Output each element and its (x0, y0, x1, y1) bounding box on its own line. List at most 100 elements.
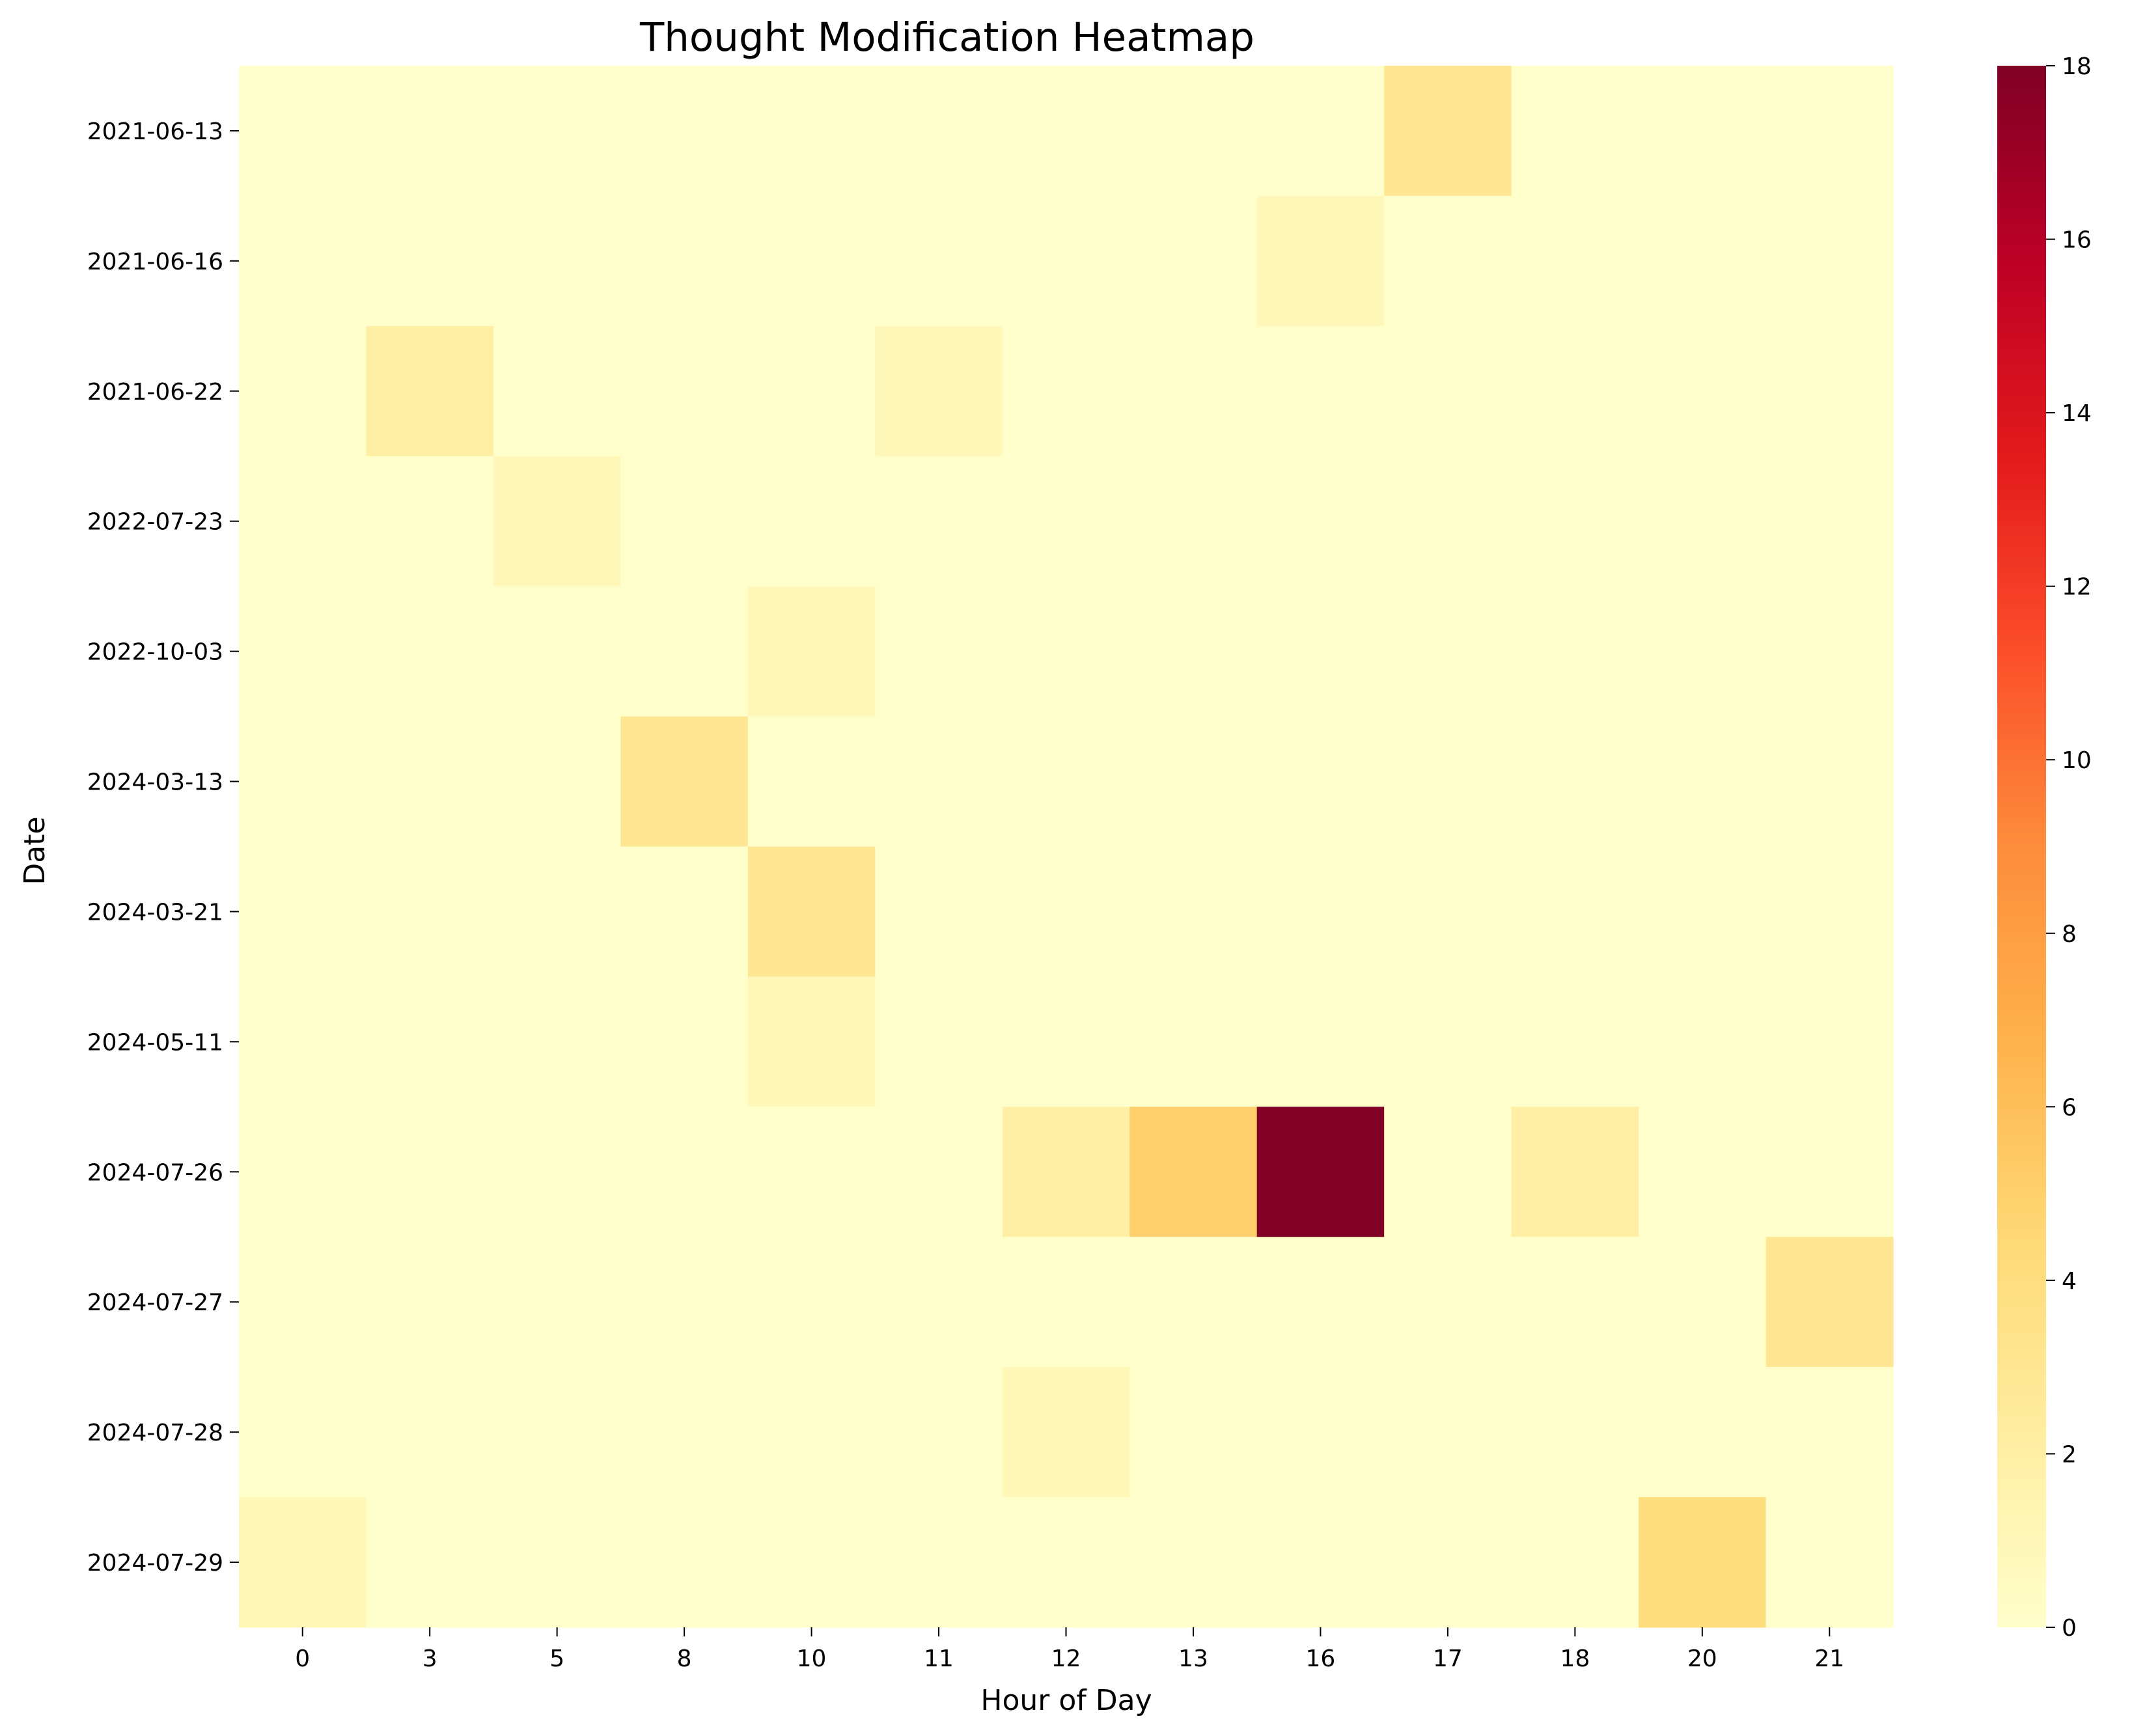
heatmap-cell (620, 716, 749, 847)
heatmap-cell (1511, 586, 1639, 717)
heatmap-cell (1511, 1237, 1639, 1368)
heatmap-cell (1511, 456, 1639, 587)
heatmap-cell (620, 976, 749, 1107)
colorbar: 0 2 4 6 8 10 12 14 16 18 (1997, 53, 2092, 1642)
heatmap-cell (1511, 195, 1639, 327)
heatmap-cell (493, 586, 621, 717)
heatmap-cell (620, 456, 749, 587)
heatmap-cell (1256, 1497, 1385, 1628)
heatmap-cell (1002, 586, 1130, 717)
heatmap-cell (1002, 66, 1130, 197)
heatmap-cell (1639, 456, 1767, 587)
heatmap-cell (1766, 1497, 1894, 1628)
y-tick-label: 2024-07-28 (87, 1420, 223, 1446)
colorbar-tick-label: 14 (2062, 400, 2092, 427)
chart-title: Thought Modification Heatmap (639, 14, 1254, 61)
heatmap-cell (239, 456, 367, 587)
heatmap-cell (366, 846, 494, 978)
x-tick-label: 21 (1814, 1646, 1844, 1672)
x-tick-label: 3 (422, 1646, 437, 1672)
heatmap-cell (620, 66, 749, 197)
heatmap-cell (493, 325, 621, 457)
heatmap-cell (1256, 846, 1385, 978)
x-tick-label: 8 (677, 1646, 692, 1672)
y-tick-label: 2024-03-13 (87, 769, 223, 796)
x-tick-label: 11 (924, 1646, 954, 1672)
heatmap-cell (1639, 195, 1767, 327)
heatmap-cell (239, 976, 367, 1107)
heatmap-cell (747, 976, 876, 1107)
heatmap-cell (1639, 1497, 1767, 1628)
heatmap-cell (747, 325, 876, 457)
heatmap-cell (1384, 1237, 1512, 1368)
heatmap-cell (1639, 976, 1767, 1107)
heatmap-cell (747, 1237, 876, 1368)
heatmap-cell (1256, 976, 1385, 1107)
heatmap-cell (1639, 716, 1767, 847)
x-tick-label: 5 (549, 1646, 564, 1672)
heatmap-cell (1256, 716, 1385, 847)
heatmap-cell (1129, 1237, 1258, 1368)
heatmap-cell (1129, 195, 1258, 327)
heatmap-cell (1256, 456, 1385, 587)
heatmap-cell (747, 716, 876, 847)
x-tick-label: 0 (295, 1646, 310, 1672)
x-tick-label: 20 (1687, 1646, 1717, 1672)
heatmap-cell (366, 1497, 494, 1628)
colorbar-gradient (1997, 66, 2046, 1627)
heatmap-cell (1002, 976, 1130, 1107)
heatmap-cell (875, 1107, 1003, 1237)
heatmap-cell (1639, 586, 1767, 717)
heatmap-cell (239, 846, 367, 978)
heatmap-cell (1129, 716, 1258, 847)
heatmap-cell (1766, 586, 1894, 717)
heatmap-cell (1256, 325, 1385, 457)
y-tick-label: 2024-07-27 (87, 1289, 223, 1316)
heatmap-cell (1002, 456, 1130, 587)
heatmap-cell (875, 325, 1003, 457)
heatmap-cell (620, 1497, 749, 1628)
colorbar-tick-label: 0 (2062, 1615, 2077, 1642)
heatmap-cell (1766, 976, 1894, 1107)
heatmap-cell (493, 1497, 621, 1628)
heatmap-cell (1129, 1367, 1258, 1498)
heatmap-cell (493, 456, 621, 587)
heatmap-cell (1384, 1497, 1512, 1628)
y-axis: 2021-06-13 2021-06-16 2021-06-22 2022-07-23… (87, 118, 239, 1577)
heatmap-cell (747, 456, 876, 587)
x-tick-label: 17 (1433, 1646, 1463, 1672)
heatmap-cell (1384, 1367, 1512, 1498)
heatmap-cell (1256, 1107, 1385, 1237)
heatmap-cell (493, 976, 621, 1107)
heatmap-cell (747, 1367, 876, 1498)
heatmap-cell (1384, 586, 1512, 717)
y-tick-label: 2024-07-26 (87, 1159, 223, 1186)
heatmap-cell (747, 195, 876, 327)
heatmap-cell (1256, 586, 1385, 717)
x-tick-label: 13 (1178, 1646, 1208, 1672)
heatmap-cell (1129, 976, 1258, 1107)
heatmap-cell (620, 846, 749, 978)
heatmap-cell (1511, 1367, 1639, 1498)
heatmap-cell (1002, 1367, 1130, 1498)
x-axis-label: Hour of Day (980, 1684, 1152, 1717)
heatmap-cell (1766, 716, 1894, 847)
y-tick-label: 2024-03-21 (87, 899, 223, 926)
heatmap-cell (875, 1497, 1003, 1628)
heatmap-cell (1639, 325, 1767, 457)
colorbar-tick-label: 6 (2062, 1094, 2077, 1121)
y-tick-label: 2024-05-11 (87, 1029, 223, 1056)
heatmap-cell (875, 716, 1003, 847)
heatmap-cell (620, 586, 749, 717)
heatmap-cell (493, 66, 621, 197)
heatmap-cell (1002, 716, 1130, 847)
heatmap-cell (875, 846, 1003, 978)
heatmap-cell (1002, 325, 1130, 457)
heatmap-cell (1511, 66, 1639, 197)
heatmap-cell (1002, 846, 1130, 978)
colorbar-tick-label: 8 (2062, 921, 2077, 948)
y-tick-label: 2021-06-16 (87, 249, 223, 275)
heatmap-cell (875, 195, 1003, 327)
heatmap-cell (1002, 1237, 1130, 1368)
heatmap-cell (366, 976, 494, 1107)
